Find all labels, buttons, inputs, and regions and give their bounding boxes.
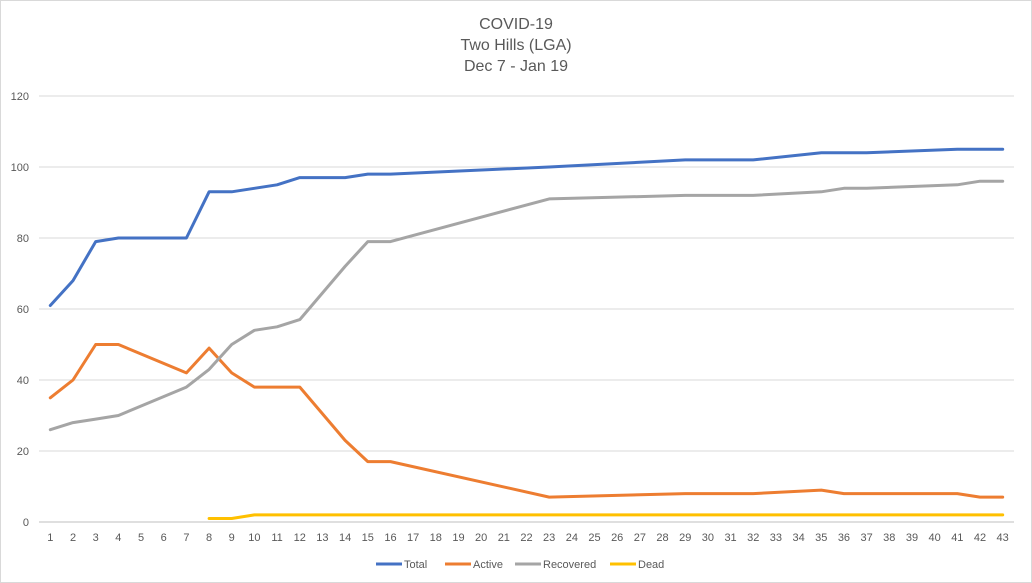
- x-tick-label: 4: [115, 532, 121, 544]
- y-axis-tick-labels: 0 20 40 60 80 100 120: [11, 91, 29, 529]
- y-tick-label: 60: [17, 304, 29, 316]
- x-tick-label: 3: [93, 532, 99, 544]
- x-tick-label: 30: [702, 532, 714, 544]
- legend-label-active: Active: [473, 559, 503, 571]
- series-line-dead: [207, 513, 1005, 520]
- x-tick-label: 12: [294, 532, 306, 544]
- series-lines: [48, 147, 1005, 520]
- x-tick-label: 38: [883, 532, 895, 544]
- y-tick-label: 40: [17, 375, 29, 387]
- x-tick-label: 8: [206, 532, 212, 544]
- x-tick-label: 21: [498, 532, 510, 544]
- x-tick-label: 7: [183, 532, 189, 544]
- x-tick-label: 34: [792, 532, 804, 544]
- x-tick-label: 29: [679, 532, 691, 544]
- x-tick-label: 18: [430, 532, 442, 544]
- x-tick-label: 35: [815, 532, 827, 544]
- x-tick-label: 25: [588, 532, 600, 544]
- x-tick-label: 26: [611, 532, 623, 544]
- chart-title-line: Two Hills (LGA): [460, 37, 571, 54]
- x-tick-label: 14: [339, 532, 351, 544]
- x-tick-label: 32: [747, 532, 759, 544]
- x-tick-label: 42: [974, 532, 986, 544]
- x-tick-label: 23: [543, 532, 555, 544]
- x-tick-label: 37: [860, 532, 872, 544]
- x-tick-label: 24: [566, 532, 578, 544]
- x-tick-label: 43: [997, 532, 1009, 544]
- y-tick-label: 100: [11, 162, 29, 174]
- legend-label-recovered: Recovered: [543, 559, 596, 571]
- x-tick-label: 9: [229, 532, 235, 544]
- x-tick-label: 31: [724, 532, 736, 544]
- x-tick-label: 27: [634, 532, 646, 544]
- y-tick-label: 120: [11, 91, 29, 103]
- x-tick-label: 11: [271, 532, 282, 544]
- legend-label-dead: Dead: [638, 559, 664, 571]
- x-tick-label: 1: [47, 532, 53, 544]
- x-tick-label: 2: [70, 532, 76, 544]
- x-tick-label: 22: [520, 532, 532, 544]
- y-tick-label: 20: [17, 446, 29, 458]
- x-tick-label: 15: [362, 532, 374, 544]
- x-tick-label: 6: [161, 532, 167, 544]
- legend-label-total: Total: [404, 559, 427, 571]
- legend: Total Active Recovered Dead: [376, 559, 664, 571]
- x-tick-label: 36: [838, 532, 850, 544]
- y-tick-label: 80: [17, 233, 29, 245]
- x-tick-label: 19: [452, 532, 464, 544]
- chart-title-line: Dec 7 - Jan 19: [464, 58, 568, 75]
- x-tick-label: 33: [770, 532, 782, 544]
- x-tick-label: 13: [316, 532, 328, 544]
- y-tick-label: 0: [23, 517, 29, 529]
- x-tick-label: 10: [248, 532, 260, 544]
- x-tick-label: 28: [656, 532, 668, 544]
- series-line-total: [48, 147, 1005, 307]
- x-axis-tick-labels: 1 2 3 4 5 6 7 8 9 10 11 12 13 14 15 16 17 18 19 20 21 22 23 24 2…: [47, 532, 1009, 544]
- series-line-active: [48, 343, 1005, 499]
- x-tick-label: 5: [138, 532, 144, 544]
- gridlines: [39, 95, 1014, 523]
- x-tick-label: 41: [951, 532, 963, 544]
- chart-title: COVID-19 Two Hills (LGA) Dec 7 - Jan 19: [460, 16, 571, 75]
- x-tick-label: 39: [906, 532, 918, 544]
- x-tick-label: 40: [929, 532, 941, 544]
- chart-title-line: COVID-19: [479, 16, 553, 33]
- x-tick-label: 20: [475, 532, 487, 544]
- series-line-recovered: [48, 179, 1005, 432]
- x-tick-label: 17: [407, 532, 419, 544]
- x-tick-label: 16: [384, 532, 396, 544]
